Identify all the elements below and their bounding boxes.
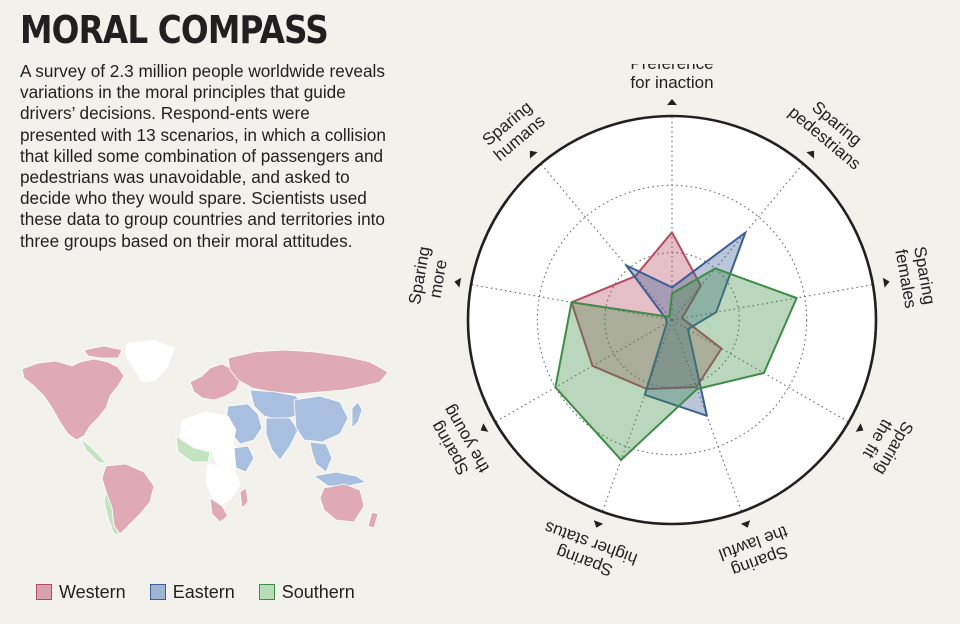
legend-swatch-southern (258, 584, 275, 600)
legend-item-eastern: Eastern (149, 580, 235, 604)
map-south-america-west (103, 490, 121, 535)
axis-label-8: Sparinghumans (478, 97, 549, 165)
map-new-zealand (367, 511, 379, 529)
map-southern-africa (209, 497, 229, 523)
series-western (570, 231, 723, 390)
map-indonesia (312, 471, 368, 487)
radar-spoke-3 (671, 319, 849, 423)
radar-spoke-5 (601, 319, 673, 512)
axis-label-3: Sparingthe fit (855, 409, 917, 479)
axis-label-4: Sparingthe lawful (716, 522, 796, 582)
map-southeast-asia (309, 441, 333, 473)
axis-marker-0 (667, 99, 677, 105)
map-russia (227, 349, 389, 395)
axis-marker-4 (740, 520, 751, 528)
legend-swatch-eastern (149, 584, 166, 600)
map-central-america (79, 437, 107, 465)
axis-label-6: Sparingthe young (423, 402, 493, 486)
world-map (21, 339, 389, 535)
axis-marker-8 (529, 150, 538, 159)
map-canada-islands (83, 345, 123, 359)
radar-ring-1 (604, 252, 740, 388)
radar-outline (466, 114, 878, 526)
legend-item-western: Western (36, 580, 126, 604)
series-southern (554, 267, 798, 461)
radar-chart: Preferencefor inactionSparingpedestrians… (405, 64, 939, 587)
axis-label-0: Preferencefor inaction (630, 64, 713, 92)
map-australia (319, 483, 365, 523)
radar-spoke-1 (671, 163, 804, 321)
axis-marker-6 (480, 423, 489, 432)
axis-marker-1 (806, 150, 815, 159)
axis-marker-3 (855, 423, 864, 432)
legend-swatch-western (36, 584, 52, 600)
map-south-asia (265, 417, 299, 461)
map-west-africa (175, 435, 211, 463)
map-japan (351, 401, 363, 429)
map-europe (189, 363, 241, 401)
map-east-africa (233, 445, 255, 473)
legend: Western Eastern Southern (36, 580, 355, 604)
axis-label-5: Sparinghigher status (535, 518, 639, 587)
axis-label-7: Sparingmore (405, 245, 453, 309)
legend-item-southern: Southern (258, 580, 355, 604)
axis-marker-2 (882, 277, 890, 288)
legend-label-southern: Southern (281, 582, 355, 602)
series-eastern (625, 231, 747, 417)
map-madagascar (239, 487, 249, 509)
axis-label-2: Sparingfemales (891, 244, 939, 309)
map-north-america (21, 358, 125, 441)
axis-marker-7 (454, 277, 462, 288)
axis-marker-5 (593, 520, 604, 528)
chart-title: MORAL COMPASS (20, 8, 329, 52)
legend-label-western: Western (59, 582, 126, 602)
intro-text: A survey of 2.3 million people worldwide… (20, 61, 386, 251)
radar-spoke-8 (540, 163, 673, 321)
axis-label-0-line2: for inaction (630, 73, 713, 92)
axis-label-0-line1: Preference (630, 64, 713, 73)
map-central-africa (205, 463, 241, 507)
map-greenland (125, 339, 175, 383)
map-china (293, 395, 349, 443)
legend-label-eastern: Eastern (172, 582, 235, 602)
radar-spoke-2 (671, 284, 873, 321)
radar-spoke-6 (495, 319, 673, 423)
